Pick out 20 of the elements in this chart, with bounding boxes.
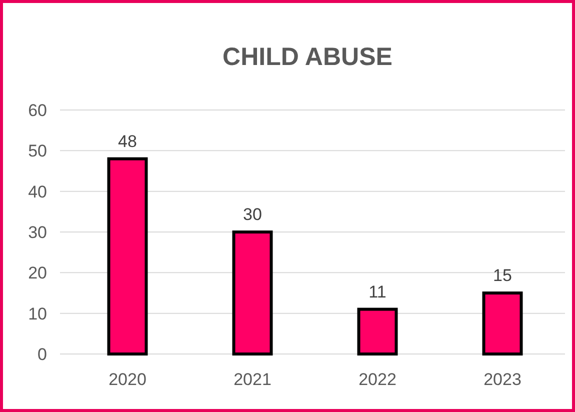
- y-tick-label: 60: [28, 100, 47, 120]
- bar: [482, 292, 523, 356]
- y-tick-label: 20: [28, 264, 47, 283]
- data-label: 15: [493, 266, 512, 285]
- x-tick-label: 2023: [484, 370, 522, 389]
- data-label: 30: [243, 205, 262, 224]
- bar: [107, 157, 148, 356]
- x-tick-label: 2021: [234, 370, 272, 389]
- y-tick-label: 0: [38, 344, 47, 364]
- x-tick-label: 2020: [108, 370, 146, 389]
- y-tick-label: 10: [28, 304, 47, 324]
- y-tick-label: 50: [28, 142, 47, 161]
- y-tick-label: 30: [28, 222, 47, 242]
- data-label: 11: [368, 282, 386, 302]
- bar: [232, 230, 273, 356]
- x-tick-label: 2022: [358, 370, 396, 389]
- data-label: 48: [118, 132, 137, 151]
- y-tick-label: 40: [28, 182, 47, 202]
- chart-title: CHILD ABUSE: [222, 43, 392, 71]
- bar: [357, 308, 398, 356]
